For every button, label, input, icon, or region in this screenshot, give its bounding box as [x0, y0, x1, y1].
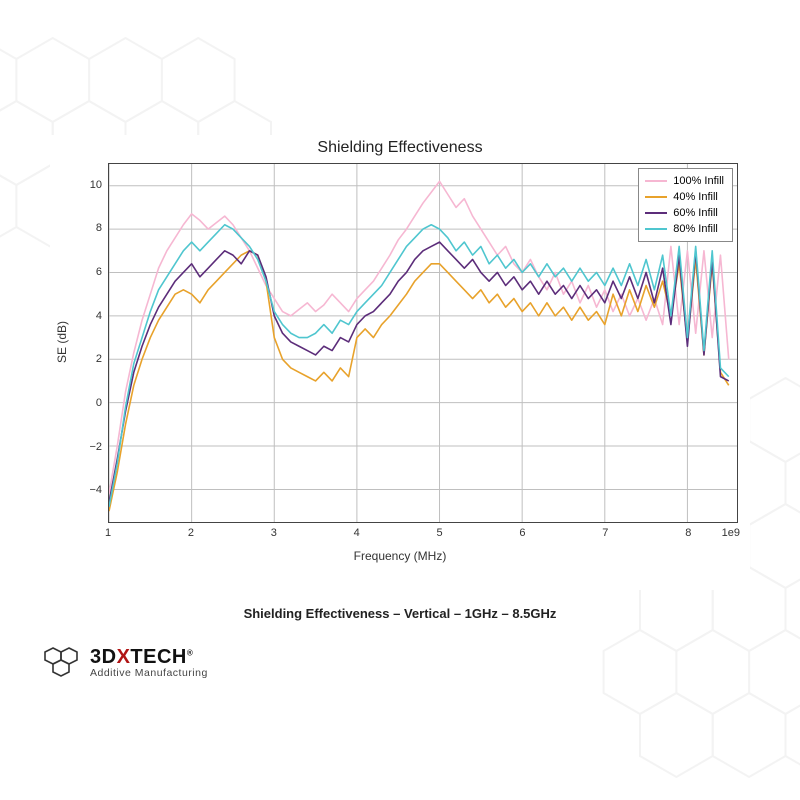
x-tick: 1 — [105, 527, 111, 539]
legend-swatch — [645, 228, 667, 230]
x-tick: 3 — [271, 527, 277, 539]
brand-logo: 3DXTECH® Additive Manufacturing — [44, 646, 208, 680]
legend-item: 60% Infill — [645, 205, 724, 221]
brand-hex-icon — [44, 646, 82, 680]
y-tick: 6 — [72, 266, 102, 278]
x-tick: 6 — [519, 527, 525, 539]
brand-wordmark: 3DXTECH® — [90, 647, 208, 668]
y-tick: −4 — [72, 484, 102, 496]
x-tick: 5 — [437, 527, 443, 539]
series-line — [109, 181, 729, 493]
legend-label: 80% Infill — [673, 223, 718, 235]
y-tick: 0 — [72, 397, 102, 409]
legend-swatch — [645, 180, 667, 182]
plot-area: 100% Infill 40% Infill 60% Infill 80% Infil… — [108, 163, 738, 523]
chart-subtitle: Shielding Effectiveness – Vertical – 1GH… — [0, 606, 800, 621]
chart-title: Shielding Effectiveness — [50, 139, 750, 157]
x-tick: 7 — [602, 527, 608, 539]
x-tick: 8 — [685, 527, 691, 539]
brand-x: X — [117, 646, 131, 668]
legend-item: 100% Infill — [645, 173, 724, 189]
brand-prefix: 3D — [90, 646, 117, 668]
legend-item: 40% Infill — [645, 189, 724, 205]
y-axis-label: SE (dB) — [55, 320, 69, 362]
legend-item: 80% Infill — [645, 221, 724, 237]
y-tick: 8 — [72, 222, 102, 234]
plot-wrap: 100% Infill 40% Infill 60% Infill 80% Infil… — [108, 163, 738, 523]
legend-label: 60% Infill — [673, 207, 718, 219]
series-line — [109, 225, 729, 507]
legend-label: 40% Infill — [673, 191, 718, 203]
brand-registered: ® — [187, 648, 193, 657]
x-tick: 4 — [354, 527, 360, 539]
x-tick: 2 — [188, 527, 194, 539]
x-axis-exponent: 1e9 — [722, 527, 740, 539]
y-tick: 4 — [72, 310, 102, 322]
series-line — [109, 251, 729, 511]
x-axis-label: Frequency (MHz) — [50, 549, 750, 563]
chart-container: Shielding Effectiveness SE (dB) 100% Inf… — [50, 135, 750, 590]
brand-suffix: TECH — [130, 646, 186, 668]
brand-tagline: Additive Manufacturing — [90, 668, 208, 679]
y-tick: −2 — [72, 441, 102, 453]
legend-label: 100% Infill — [673, 175, 724, 187]
legend-swatch — [645, 212, 667, 214]
y-tick: 10 — [72, 179, 102, 191]
y-tick: 2 — [72, 353, 102, 365]
legend-swatch — [645, 196, 667, 198]
chart-legend: 100% Infill 40% Infill 60% Infill 80% Infil… — [638, 168, 733, 242]
